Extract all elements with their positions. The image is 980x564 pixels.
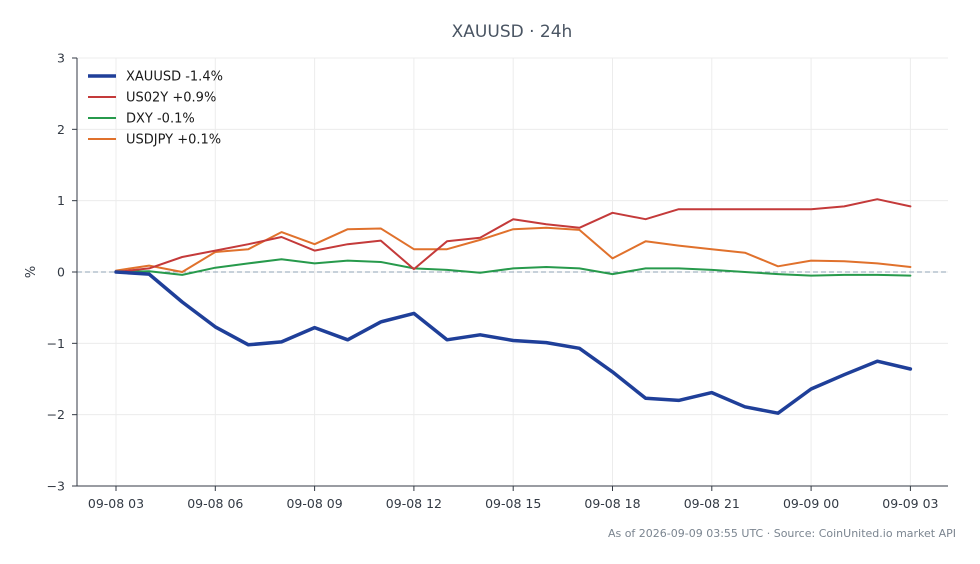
x-tick-label: 09-09 03 (882, 496, 938, 511)
x-tick-label: 09-09 00 (783, 496, 839, 511)
legend-label: USDJPY +0.1% (126, 133, 221, 148)
x-tick-label: 09-08 15 (485, 496, 541, 511)
y-tick-label: −2 (47, 407, 65, 422)
legend: XAUUSD -1.4% US02Y +0.9% DXY -0.1% USDJPY +… (88, 70, 223, 148)
y-tick-label: 3 (57, 51, 65, 66)
y-tick-label: −1 (47, 336, 65, 351)
x-tick-label: 09-08 18 (584, 496, 640, 511)
chart-title: XAUUSD · 24h (452, 22, 573, 42)
x-tick-label: 09-08 12 (386, 496, 442, 511)
y-axis-label: % (24, 266, 39, 278)
legend-label: XAUUSD -1.4% (126, 70, 223, 85)
x-tick-label: 09-08 06 (187, 496, 243, 511)
source-footer: As of 2026-09-09 03:55 UTC · Source: Coi… (608, 527, 956, 540)
axes: −3 −2 −1 0 1 2 3 09-08 03 09-08 06 09-08 09 09-08 … (47, 51, 948, 511)
series-line-1 (115, 198, 912, 273)
series-line-0 (114, 270, 913, 415)
x-tick-label: 09-08 21 (684, 496, 740, 511)
series-line-3 (115, 226, 912, 273)
x-tick-label: 09-08 03 (88, 496, 144, 511)
y-tick-label: 2 (57, 122, 65, 137)
y-tick-label: −3 (47, 479, 65, 494)
legend-label: DXY -0.1% (126, 112, 195, 127)
y-tick-label: 0 (57, 265, 65, 280)
series-layer (114, 198, 913, 415)
y-tick-label: 1 (57, 193, 65, 208)
series-line-2 (115, 258, 912, 277)
legend-label: US02Y +0.9% (126, 91, 216, 106)
x-tick-label: 09-08 09 (286, 496, 342, 511)
